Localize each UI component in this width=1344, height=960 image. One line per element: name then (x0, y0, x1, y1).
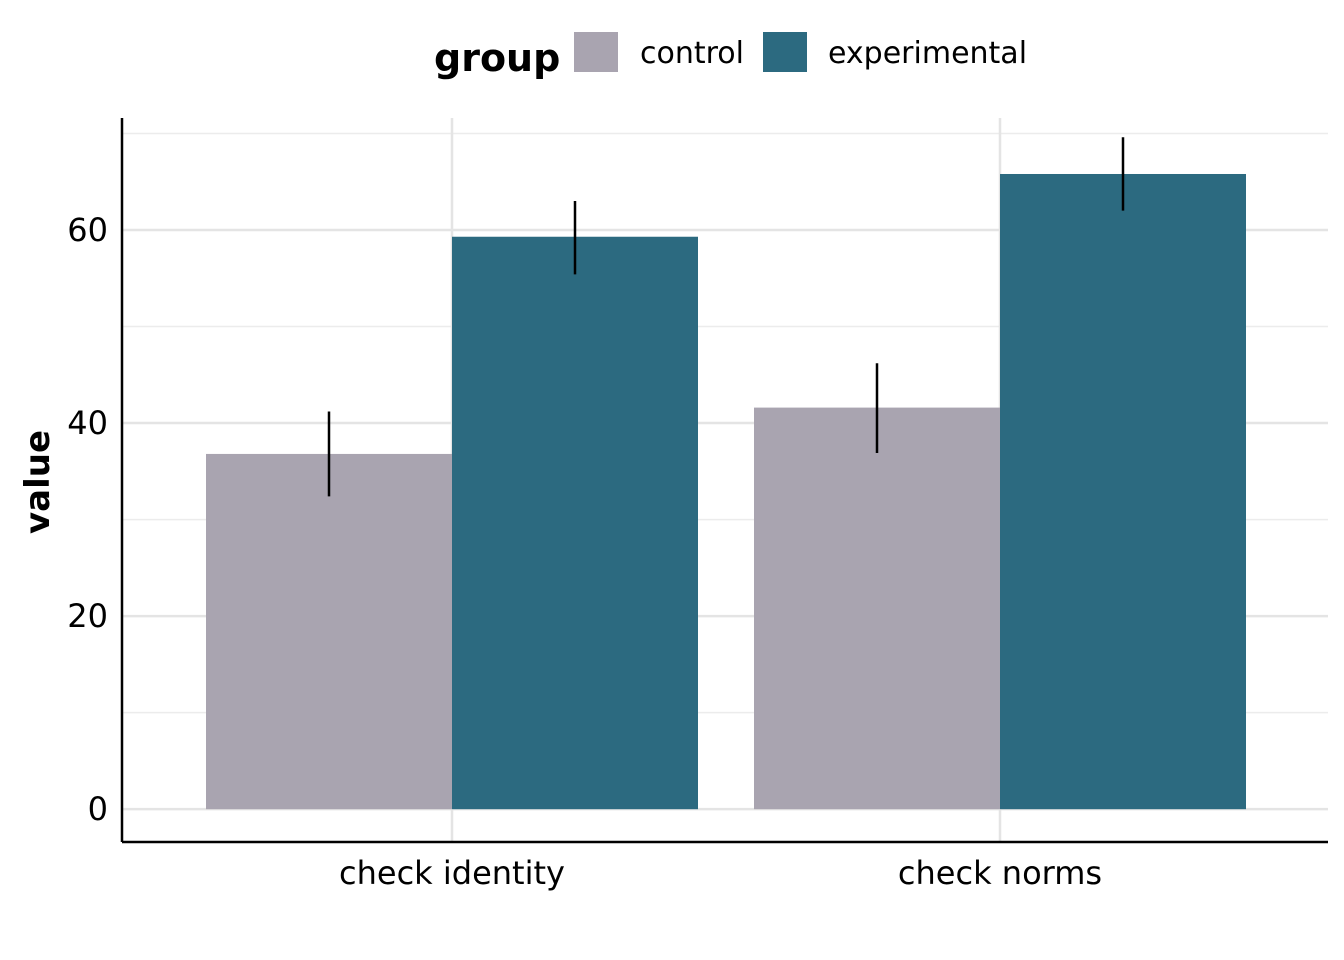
x-tick-label: check norms (898, 854, 1102, 892)
legend-label-control: control (640, 36, 744, 71)
x-tick-label: check identity (339, 854, 565, 892)
bar-experimental (1000, 173, 1246, 810)
legend-key-experimental (763, 32, 807, 72)
legend: group control experimental (0, 28, 1344, 88)
y-tick-label: 0 (88, 790, 108, 828)
legend-key-control (574, 32, 618, 72)
legend-title: group (434, 36, 561, 80)
y-tick-label: 40 (67, 404, 108, 442)
bar-control (754, 407, 1000, 810)
y-tick-label: 60 (67, 211, 108, 249)
bar-control (206, 453, 452, 810)
legend-label-experimental: experimental (828, 36, 1028, 71)
bar-experimental (452, 236, 698, 810)
y-tick-label: 20 (67, 597, 108, 635)
